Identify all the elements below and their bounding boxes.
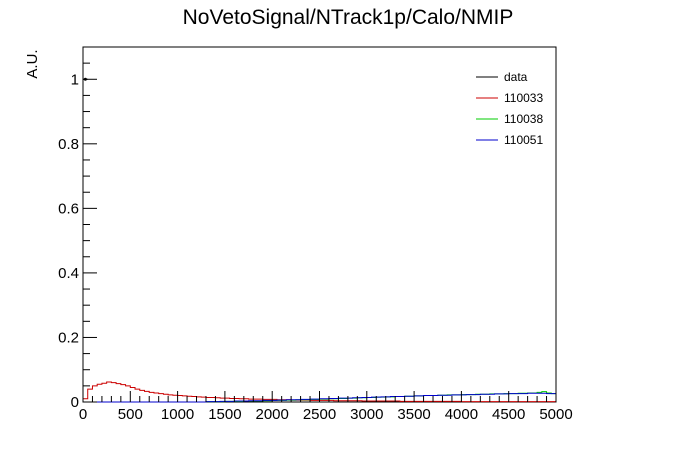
x-tick-label: 0: [79, 406, 87, 423]
x-tick-label: 2000: [256, 406, 289, 423]
x-tick-label: 5000: [539, 406, 572, 423]
y-tick-label: 0.4: [58, 265, 79, 282]
y-axis-ticks: 0 0.2 0.4 0.6 0.8 1: [58, 46, 97, 411]
y-tick-label: 0.8: [58, 136, 79, 153]
y-tick-label: 0: [71, 394, 79, 411]
x-tick-label: 1500: [208, 406, 241, 423]
x-tick-label: 4500: [492, 406, 525, 423]
chart-title: NoVetoSignal/NTrack1p/Calo/NMIP: [183, 6, 514, 29]
plot-frame: [82, 46, 557, 403]
legend-label: data: [504, 70, 528, 84]
legend-label: 110038: [504, 112, 543, 126]
x-tick-label: 500: [118, 406, 143, 423]
legend-label: 110051: [504, 133, 543, 147]
legend: data 110033 110038 110051: [476, 70, 543, 147]
x-tick-label: 2500: [303, 406, 336, 423]
y-tick-label: 0.2: [58, 329, 79, 346]
x-axis-ticks: 0 500 1000 1500 2000 2500 3000 3500 4000 4500 5000: [79, 391, 573, 423]
x-tick-label: 4000: [445, 406, 478, 423]
y-axis-label: A.U.: [24, 49, 41, 78]
y-tick-label: 0.6: [58, 200, 79, 217]
series-line-110051: [83, 392, 556, 403]
legend-label: 110033: [504, 91, 543, 105]
x-tick-label: 3500: [397, 406, 430, 423]
y-tick-label: 1: [71, 71, 79, 88]
series-layer: [82, 77, 556, 403]
x-tick-label: 3000: [350, 406, 383, 423]
x-tick-label: 1000: [161, 406, 194, 423]
